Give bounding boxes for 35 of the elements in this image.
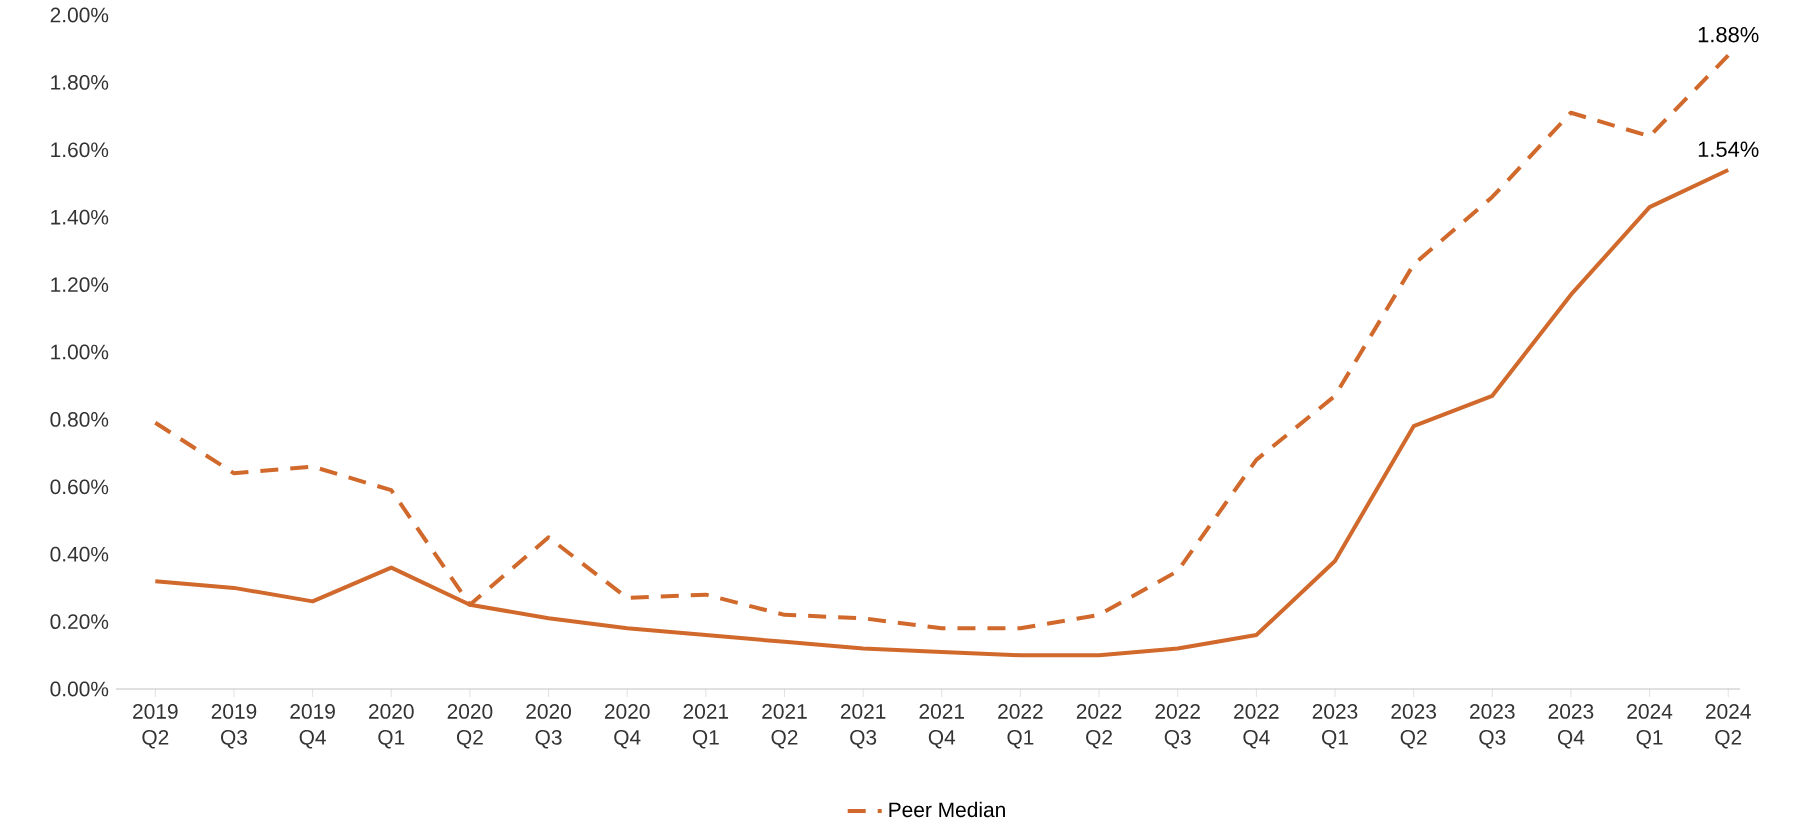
y-tick-label: 0.20% [50, 614, 109, 630]
y-tick-label: 2.00% [50, 7, 109, 23]
x-tick-label: 2019 Q3 [211, 704, 257, 749]
y-tick-label: 1.20% [51, 277, 109, 293]
x-tick-label: 2020 Q2 [447, 704, 493, 749]
x-tick-label: 2024 Q2 [1706, 704, 1751, 749]
x-tick-label: 2019 Q2 [133, 704, 178, 749]
x-tick-label: 2023 Q2 [1391, 704, 1436, 749]
legend-label: Peer Median [889, 801, 1005, 818]
y-tick-label: 1.60% [51, 142, 109, 158]
y-tick-label: 1.80% [51, 75, 109, 90]
data-label: 1.54% [1698, 141, 1759, 157]
x-tick-label: 2020 Q3 [526, 704, 571, 749]
x-tick-label: 2022 Q2 [1076, 704, 1122, 749]
x-tick-label: 2021 Q4 [919, 704, 964, 749]
x-tick-label: 2021 Q2 [762, 704, 807, 749]
x-tick-label: 2023 Q4 [1548, 704, 1594, 749]
y-tick-label: 1.00% [51, 344, 109, 360]
y-tick-label: 0.00% [50, 681, 109, 697]
x-tick-label: 2020 Q1 [369, 704, 414, 749]
y-tick-label: 0.80% [50, 412, 109, 427]
x-tick-label: 2024 Q1 [1627, 704, 1673, 749]
x-tick-label: 2019 Q4 [290, 704, 335, 749]
x-tick-label: 2021 Q3 [840, 704, 886, 749]
data-label: 1.88% [1698, 26, 1759, 43]
y-tick-label: 0.60% [50, 479, 109, 495]
x-tick-label: 2023 Q3 [1470, 704, 1515, 749]
x-tick-label: 2022 Q3 [1155, 704, 1200, 749]
y-tick-label: 0.40% [50, 546, 109, 562]
x-tick-label: 2023 Q1 [1312, 704, 1358, 749]
x-tick-label: 2020 Q4 [604, 704, 650, 749]
x-tick-label: 2021 Q1 [683, 704, 729, 749]
x-tick-label: 2022 Q4 [1234, 704, 1279, 749]
x-tick-label: 2022 Q1 [998, 704, 1043, 749]
y-tick-label: 1.40% [51, 209, 109, 225]
